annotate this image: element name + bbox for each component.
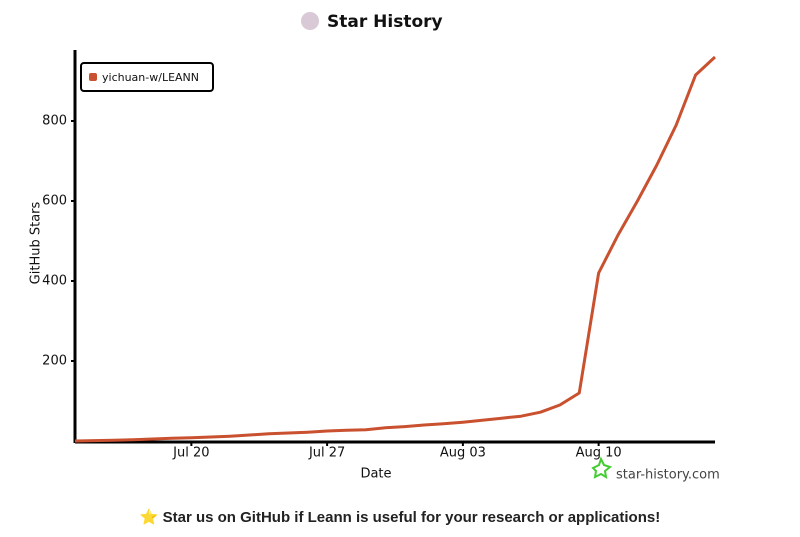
- x-axis-label: Date: [360, 467, 391, 482]
- x-tick-label: Aug 03: [440, 446, 486, 461]
- chart: Star History GitHub Stars Date star-hist…: [29, 12, 720, 483]
- y-tick-label: 600: [42, 194, 67, 209]
- x-tick-label: Jul 20: [172, 446, 209, 461]
- y-tick-label: 200: [42, 354, 67, 369]
- x-tick-label: Jul 27: [308, 446, 345, 461]
- legend-swatch: [89, 73, 97, 81]
- y-tick-label: 800: [42, 114, 67, 129]
- x-tick-label: Aug 10: [576, 446, 622, 461]
- y-tick-label: 400: [42, 274, 67, 289]
- avatar: [301, 12, 319, 30]
- legend-box: [80, 62, 214, 92]
- line: [74, 55, 717, 443]
- chart-title: Star History: [327, 12, 443, 32]
- legend-label: yichuan-w/LEANN: [102, 71, 199, 84]
- y-axis-label: GitHub Stars: [29, 201, 44, 284]
- watermark: star-history.com: [616, 468, 720, 483]
- watermark-logo: [591, 456, 613, 479]
- footer: ⭐ Star us on GitHub if Leann is useful f…: [139, 509, 661, 526]
